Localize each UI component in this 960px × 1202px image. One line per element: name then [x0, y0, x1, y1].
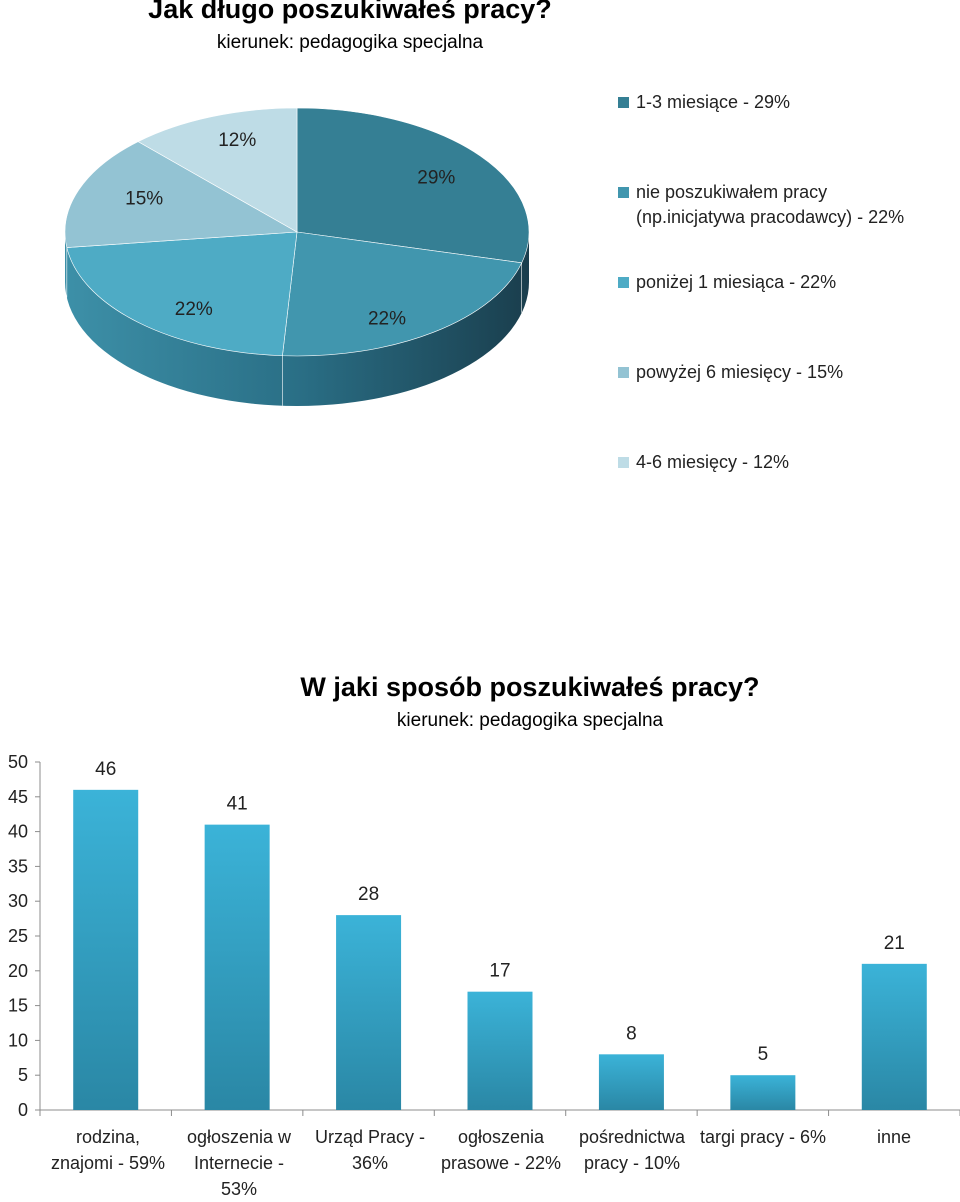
pie-slice [137, 107, 298, 233]
x-tick-label: Urząd Pracy - 36% [314, 1127, 426, 1173]
legend-swatch [618, 97, 629, 108]
x-tick-label: inne [876, 1127, 912, 1147]
legend-swatch [618, 367, 629, 378]
pie-slice [282, 231, 523, 357]
legend-item: powyżej 6 miesięcy - 15% [618, 360, 918, 385]
pie-chart-subtitle: kierunek: pedagogika specjalna [216, 32, 484, 53]
x-tick-label: targi pracy - 6% [699, 1127, 827, 1147]
legend-item: 1-3 miesiące - 29% [618, 90, 918, 115]
y-tick-label: 10 [8, 1030, 28, 1050]
legend-swatch [618, 457, 629, 468]
legend-swatch [618, 187, 629, 198]
pie-chart-title: Jak długo poszukiwałeś pracy? [148, 0, 552, 24]
legend-item: nie poszukiwałem pracy (np.inicjatywa pr… [618, 180, 918, 230]
x-tick-label: pośrednictwa pracy - 10% [578, 1127, 686, 1173]
y-tick-label: 35 [8, 856, 28, 876]
pie-data-label: 22% [175, 299, 213, 320]
pie-chart: 29% 22% 22% 15% 12% [64, 107, 530, 406]
y-tick-label: 5 [18, 1065, 28, 1085]
bar-data-label: 28 [358, 884, 379, 905]
bar [204, 824, 270, 1110]
pie-data-label: 15% [125, 188, 163, 209]
x-tick-label: ogłoszenia w Internecie - 53% [186, 1127, 292, 1199]
pie-side-wall [65, 232, 529, 406]
pie-data-label: 29% [417, 167, 455, 188]
legend-label: poniżej 1 miesiąca - 22% [636, 272, 837, 292]
y-tick-label: 20 [8, 961, 28, 981]
pie-slice [64, 141, 299, 248]
bar-data-label: 5 [758, 1044, 769, 1065]
bar-data-label: 17 [489, 961, 510, 982]
bar [467, 991, 533, 1110]
y-tick-label: 15 [8, 996, 28, 1016]
bar [730, 1075, 796, 1110]
legend-label: 4-6 miesięcy - 12% [636, 452, 790, 472]
bar [861, 963, 927, 1110]
bar-data-label: 8 [626, 1023, 637, 1044]
bar-chart-subtitle: kierunek: pedagogika specjalna [396, 710, 664, 731]
x-tick-label: rodzina, znajomi - 59% [50, 1127, 166, 1173]
legend-item: poniżej 1 miesiąca - 22% [618, 270, 918, 295]
legend-label: nie poszukiwałem pracy (np.inicjatywa pr… [636, 182, 905, 227]
pie-data-label: 22% [368, 308, 406, 329]
y-tick-label: 40 [8, 822, 28, 842]
x-tick-label: ogłoszenia prasowe - 22% [440, 1127, 562, 1173]
bar-data-label: 21 [884, 933, 905, 954]
bar [336, 915, 402, 1110]
bar [73, 789, 139, 1110]
y-tick-label: 25 [8, 926, 28, 946]
pie-slice [66, 231, 298, 357]
legend-label: powyżej 6 miesięcy - 15% [636, 362, 844, 382]
bar-chart-title: W jaki sposób poszukiwałeś pracy? [300, 672, 760, 702]
pie-data-label: 12% [218, 130, 256, 151]
y-tick-label: 30 [8, 891, 28, 911]
legend-item: 4-6 miesięcy - 12% [618, 450, 918, 475]
bar [598, 1054, 664, 1110]
legend-swatch [618, 277, 629, 288]
bar-data-label: 46 [95, 759, 116, 780]
y-tick-label: 45 [8, 787, 28, 807]
bar-data-label: 41 [227, 794, 248, 815]
y-tick-label: 50 [8, 752, 28, 772]
pie-slice [296, 107, 530, 264]
y-tick-label: 0 [18, 1100, 28, 1120]
legend-label: 1-3 miesiące - 29% [636, 92, 791, 112]
